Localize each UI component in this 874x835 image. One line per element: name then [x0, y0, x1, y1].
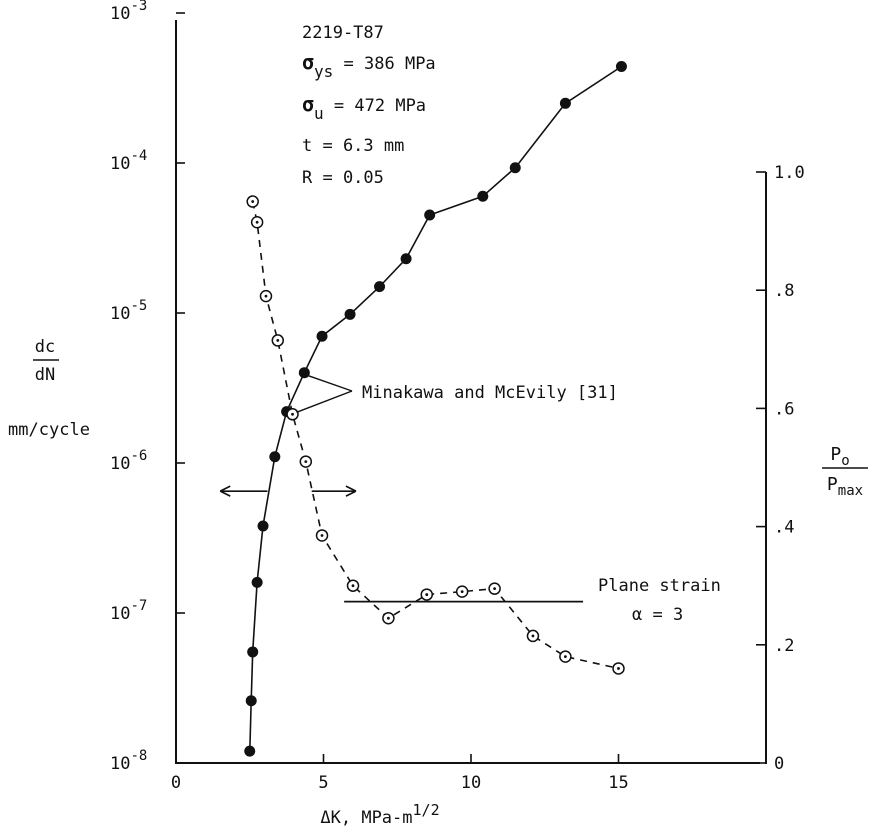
y-left-tick-label: 10-7	[110, 598, 147, 624]
right-arrow-head	[345, 485, 357, 497]
load-ratio-point-dot	[425, 593, 429, 596]
load-ratio-point-dot	[531, 634, 535, 638]
x-tick-label: 0	[171, 773, 181, 793]
y-right-tick-label: .2	[774, 636, 794, 656]
load-ratio-point-dot	[264, 294, 268, 298]
y-right-tick-label: .8	[774, 281, 794, 301]
growth-rate-point	[509, 162, 521, 174]
load-ratio-point-dot	[291, 412, 294, 416]
growth-rate-point	[316, 330, 328, 342]
y-right-label-numerator: Po	[830, 444, 849, 469]
x-tick-label: 10	[461, 773, 481, 793]
x-tick-label: 5	[318, 773, 328, 793]
growth-rate-point	[424, 209, 436, 221]
thickness-label: t = 6.3 mm	[302, 136, 404, 156]
y-left-label-denominator: dN	[35, 365, 55, 385]
y-left-unit: mm/cycle	[8, 420, 90, 440]
growth-rate-point	[257, 520, 269, 532]
alpha-label: α = 3	[632, 605, 683, 625]
markers	[244, 60, 627, 757]
load-ratio-point-dot	[460, 590, 464, 594]
growth-rate-point	[374, 281, 386, 293]
y-right-tick-label: 1.0	[774, 163, 805, 183]
load-ratio-point-dot	[276, 339, 280, 342]
load-ratio-point-dot	[617, 667, 620, 670]
load-ratio-point-dot	[493, 587, 496, 591]
y-left-tick-label: 10-8	[110, 748, 147, 774]
plane-strain-label: Plane strain	[598, 576, 721, 596]
callout-leader	[296, 390, 353, 413]
material-annotation: 2219-T87 σys = 386 MPa σu = 472 MPa t = …	[302, 23, 436, 188]
load-ratio-point-dot	[304, 460, 308, 463]
load-ratio-point-dot	[387, 616, 390, 620]
y-right-label-denominator: Pmax	[827, 474, 863, 499]
ticks	[175, 12, 766, 764]
load-ratio-point-dot	[255, 220, 259, 224]
growth-rate-point	[269, 451, 281, 463]
left-arrow-head	[219, 485, 231, 497]
growth-rate-point	[244, 745, 256, 757]
growth-rate-point	[298, 367, 310, 379]
load-ratio-point-dot	[251, 200, 255, 203]
growth-rate-point	[251, 576, 263, 588]
load-ratio-point-dot	[351, 584, 355, 588]
growth-rate-point	[245, 695, 257, 707]
annotation-lines	[219, 375, 584, 603]
y-left-tick-label: 10-5	[110, 298, 147, 324]
growth-rate-point	[559, 97, 571, 109]
y-left-tick-label: 10-6	[110, 448, 147, 474]
callout-leader	[308, 375, 353, 392]
growth-rate-point	[344, 308, 356, 320]
ultimate-strength-label: σu = 472 MPa	[302, 92, 426, 123]
stress-ratio-label: R = 0.05	[302, 168, 384, 188]
y-left-tick-label: 10-3	[110, 0, 147, 24]
yield-strength-label: σys = 386 MPa	[302, 50, 436, 81]
callout-label: Minakawa and McEvily [31]	[362, 383, 618, 403]
growth-rate-point	[615, 60, 627, 72]
left-tick-labels: 10-8 10-7 10-6 10-5 10-4 10-3	[110, 0, 147, 774]
right-tick-labels: 0 .2 .4 .6 .8 1.0	[774, 163, 805, 774]
y-left-tick-label: 10-4	[110, 148, 147, 174]
y-left-label-numerator: dc	[35, 337, 55, 357]
y-right-tick-label: 0	[774, 754, 784, 774]
load-ratio-point-dot	[320, 534, 324, 537]
y-right-tick-label: .6	[774, 399, 794, 419]
alloy-label: 2219-T87	[302, 23, 384, 43]
growth-rate-point	[247, 646, 259, 658]
x-tick-labels: 0 5 10 15	[171, 773, 629, 793]
y-right-tick-label: .4	[774, 518, 794, 538]
growth-rate-point	[400, 253, 412, 265]
x-axis-label: ΔK, MPa-m1/2	[320, 801, 439, 828]
growth-rate-point	[477, 190, 489, 202]
x-tick-label: 15	[608, 773, 628, 793]
load-ratio-point-dot	[564, 655, 567, 659]
load-ratio-line	[251, 201, 619, 670]
